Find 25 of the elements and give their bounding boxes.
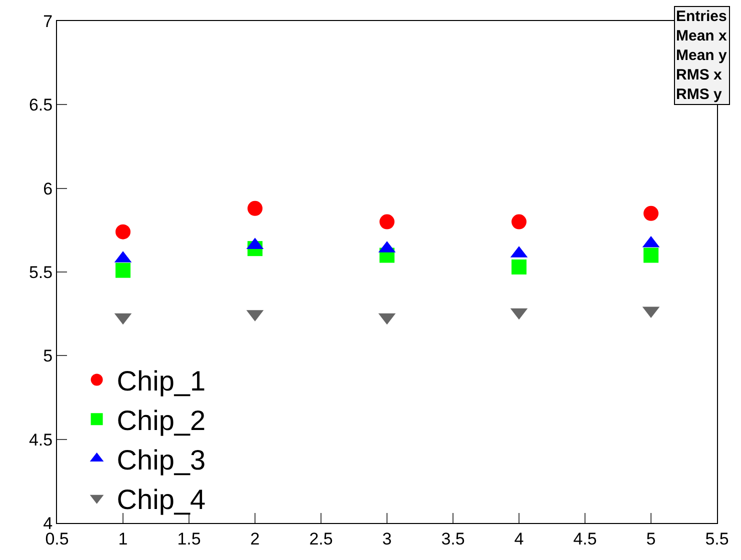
legend-label: Chip_4 [116, 484, 206, 515]
y-tick-label: 4.5 [28, 430, 53, 450]
legend-label: Chip_2 [116, 405, 206, 436]
y-tick-label: 5.5 [28, 262, 53, 282]
x-tick-label: 1 [118, 529, 128, 548]
x-tick-label: 3.5 [441, 529, 465, 548]
x-tick-label: 4 [514, 529, 524, 548]
y-tick-label: 6 [43, 179, 53, 198]
x-tick-label: 5 [646, 529, 656, 548]
y-tick-label: 6.5 [28, 96, 53, 115]
annotation: RMS y [676, 86, 722, 103]
annotation: Entries [676, 8, 727, 25]
x-tick-label: 2.5 [309, 529, 333, 548]
annotation: Mean x [676, 28, 728, 44]
y-tick-label: 7 [43, 12, 53, 31]
annotation: RMS x [676, 66, 722, 84]
x-tick-label: 5.5 [705, 529, 729, 548]
x-tick-label: 3 [382, 529, 392, 548]
y-tick-label: 5 [43, 346, 53, 366]
x-tick-label: 4.5 [573, 529, 597, 548]
legend-label: Chip_3 [116, 444, 206, 476]
legend-label: Chip_1 [116, 366, 206, 397]
annotation: Mean y [676, 47, 728, 64]
x-tick-label: 1.5 [177, 529, 201, 548]
x-tick-label: 2 [250, 529, 260, 548]
